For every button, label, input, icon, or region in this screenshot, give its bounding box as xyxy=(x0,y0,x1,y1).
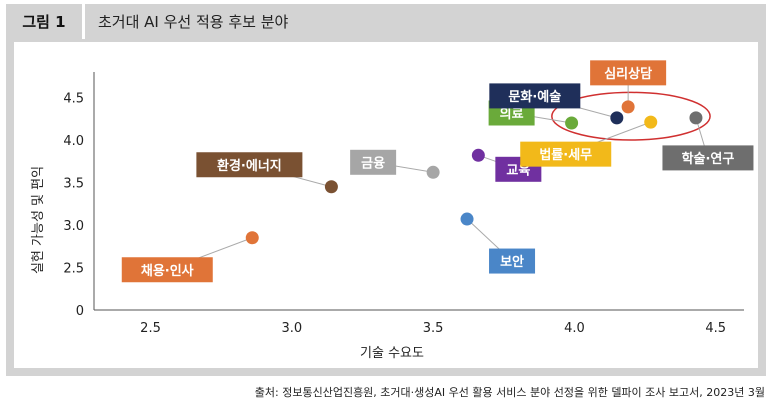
point-label: 심리상담 xyxy=(604,66,652,82)
data-point xyxy=(245,231,259,245)
y-tick-label: 0 xyxy=(76,304,84,319)
point-label-box xyxy=(489,83,581,109)
point-label: 채용·인사 xyxy=(141,263,194,279)
point-label-box xyxy=(350,149,397,175)
figure-label: 그림 1 xyxy=(22,13,66,31)
x-tick-label: 3.5 xyxy=(423,321,444,336)
figure-title-bar: 그림 1 초거대 AI 우선 적용 후보 분야 xyxy=(6,4,766,39)
x-tick-label: 4.0 xyxy=(564,321,585,336)
x-tick-label: 4.5 xyxy=(705,321,726,336)
y-axis-title: 실현 가능성 및 편익 xyxy=(31,166,46,274)
data-points xyxy=(245,100,703,245)
data-point xyxy=(471,148,485,162)
axes: 2.5 3.0 3.5 4.0 4.5 0 2.5 3.0 3.5 4.0 4.5 xyxy=(63,72,744,336)
point-label-box xyxy=(489,248,536,274)
data-point xyxy=(426,165,440,179)
plot-panel: 2.5 3.0 3.5 4.0 4.5 0 2.5 3.0 3.5 4.0 4.5 채용·인사 환경·… xyxy=(14,42,758,368)
point-label-box xyxy=(662,145,754,171)
y-tick-label: 3.5 xyxy=(63,177,84,192)
data-point xyxy=(621,100,635,114)
point-label: 금융 xyxy=(361,155,385,171)
point-label: 보안 xyxy=(500,254,524,270)
point-label-box xyxy=(520,141,612,167)
point-label: 문화·예술 xyxy=(508,89,561,105)
figure-title: 초거대 AI 우선 적용 후보 분야 xyxy=(98,13,289,31)
data-point xyxy=(644,115,658,129)
figure-source: 출처: 정보통신산업진흥원, 초거대·생성AI 우선 활용 서비스 분야 선정을… xyxy=(254,386,765,399)
point-label-box xyxy=(121,257,213,283)
data-point xyxy=(565,116,579,130)
figure-title-divider xyxy=(82,4,85,39)
data-point xyxy=(460,212,474,226)
y-tick-label: 4.0 xyxy=(63,134,84,149)
point-label: 의료 xyxy=(500,106,524,122)
point-label: 법률·세무 xyxy=(539,147,592,163)
data-point xyxy=(610,111,624,125)
data-point xyxy=(689,111,703,125)
y-tick-label: 3.0 xyxy=(63,219,84,234)
point-label-box xyxy=(196,152,303,178)
point-label: 학술·연구 xyxy=(682,151,735,167)
x-tick-label: 2.5 xyxy=(140,321,161,336)
scatter-chart: 2.5 3.0 3.5 4.0 4.5 0 2.5 3.0 3.5 4.0 4.5 채용·인사 환경·… xyxy=(31,60,754,361)
point-label: 환경·에너지 xyxy=(217,158,282,174)
y-tick-label: 2.5 xyxy=(63,262,84,277)
highlight-ellipse xyxy=(551,91,711,141)
point-label-box xyxy=(590,60,667,86)
y-tick-label: 4.5 xyxy=(63,92,84,107)
highlight-layer xyxy=(551,91,711,141)
x-axis-title: 기술 수요도 xyxy=(360,346,424,361)
x-tick-label: 3.0 xyxy=(281,321,302,336)
data-point xyxy=(324,180,338,194)
